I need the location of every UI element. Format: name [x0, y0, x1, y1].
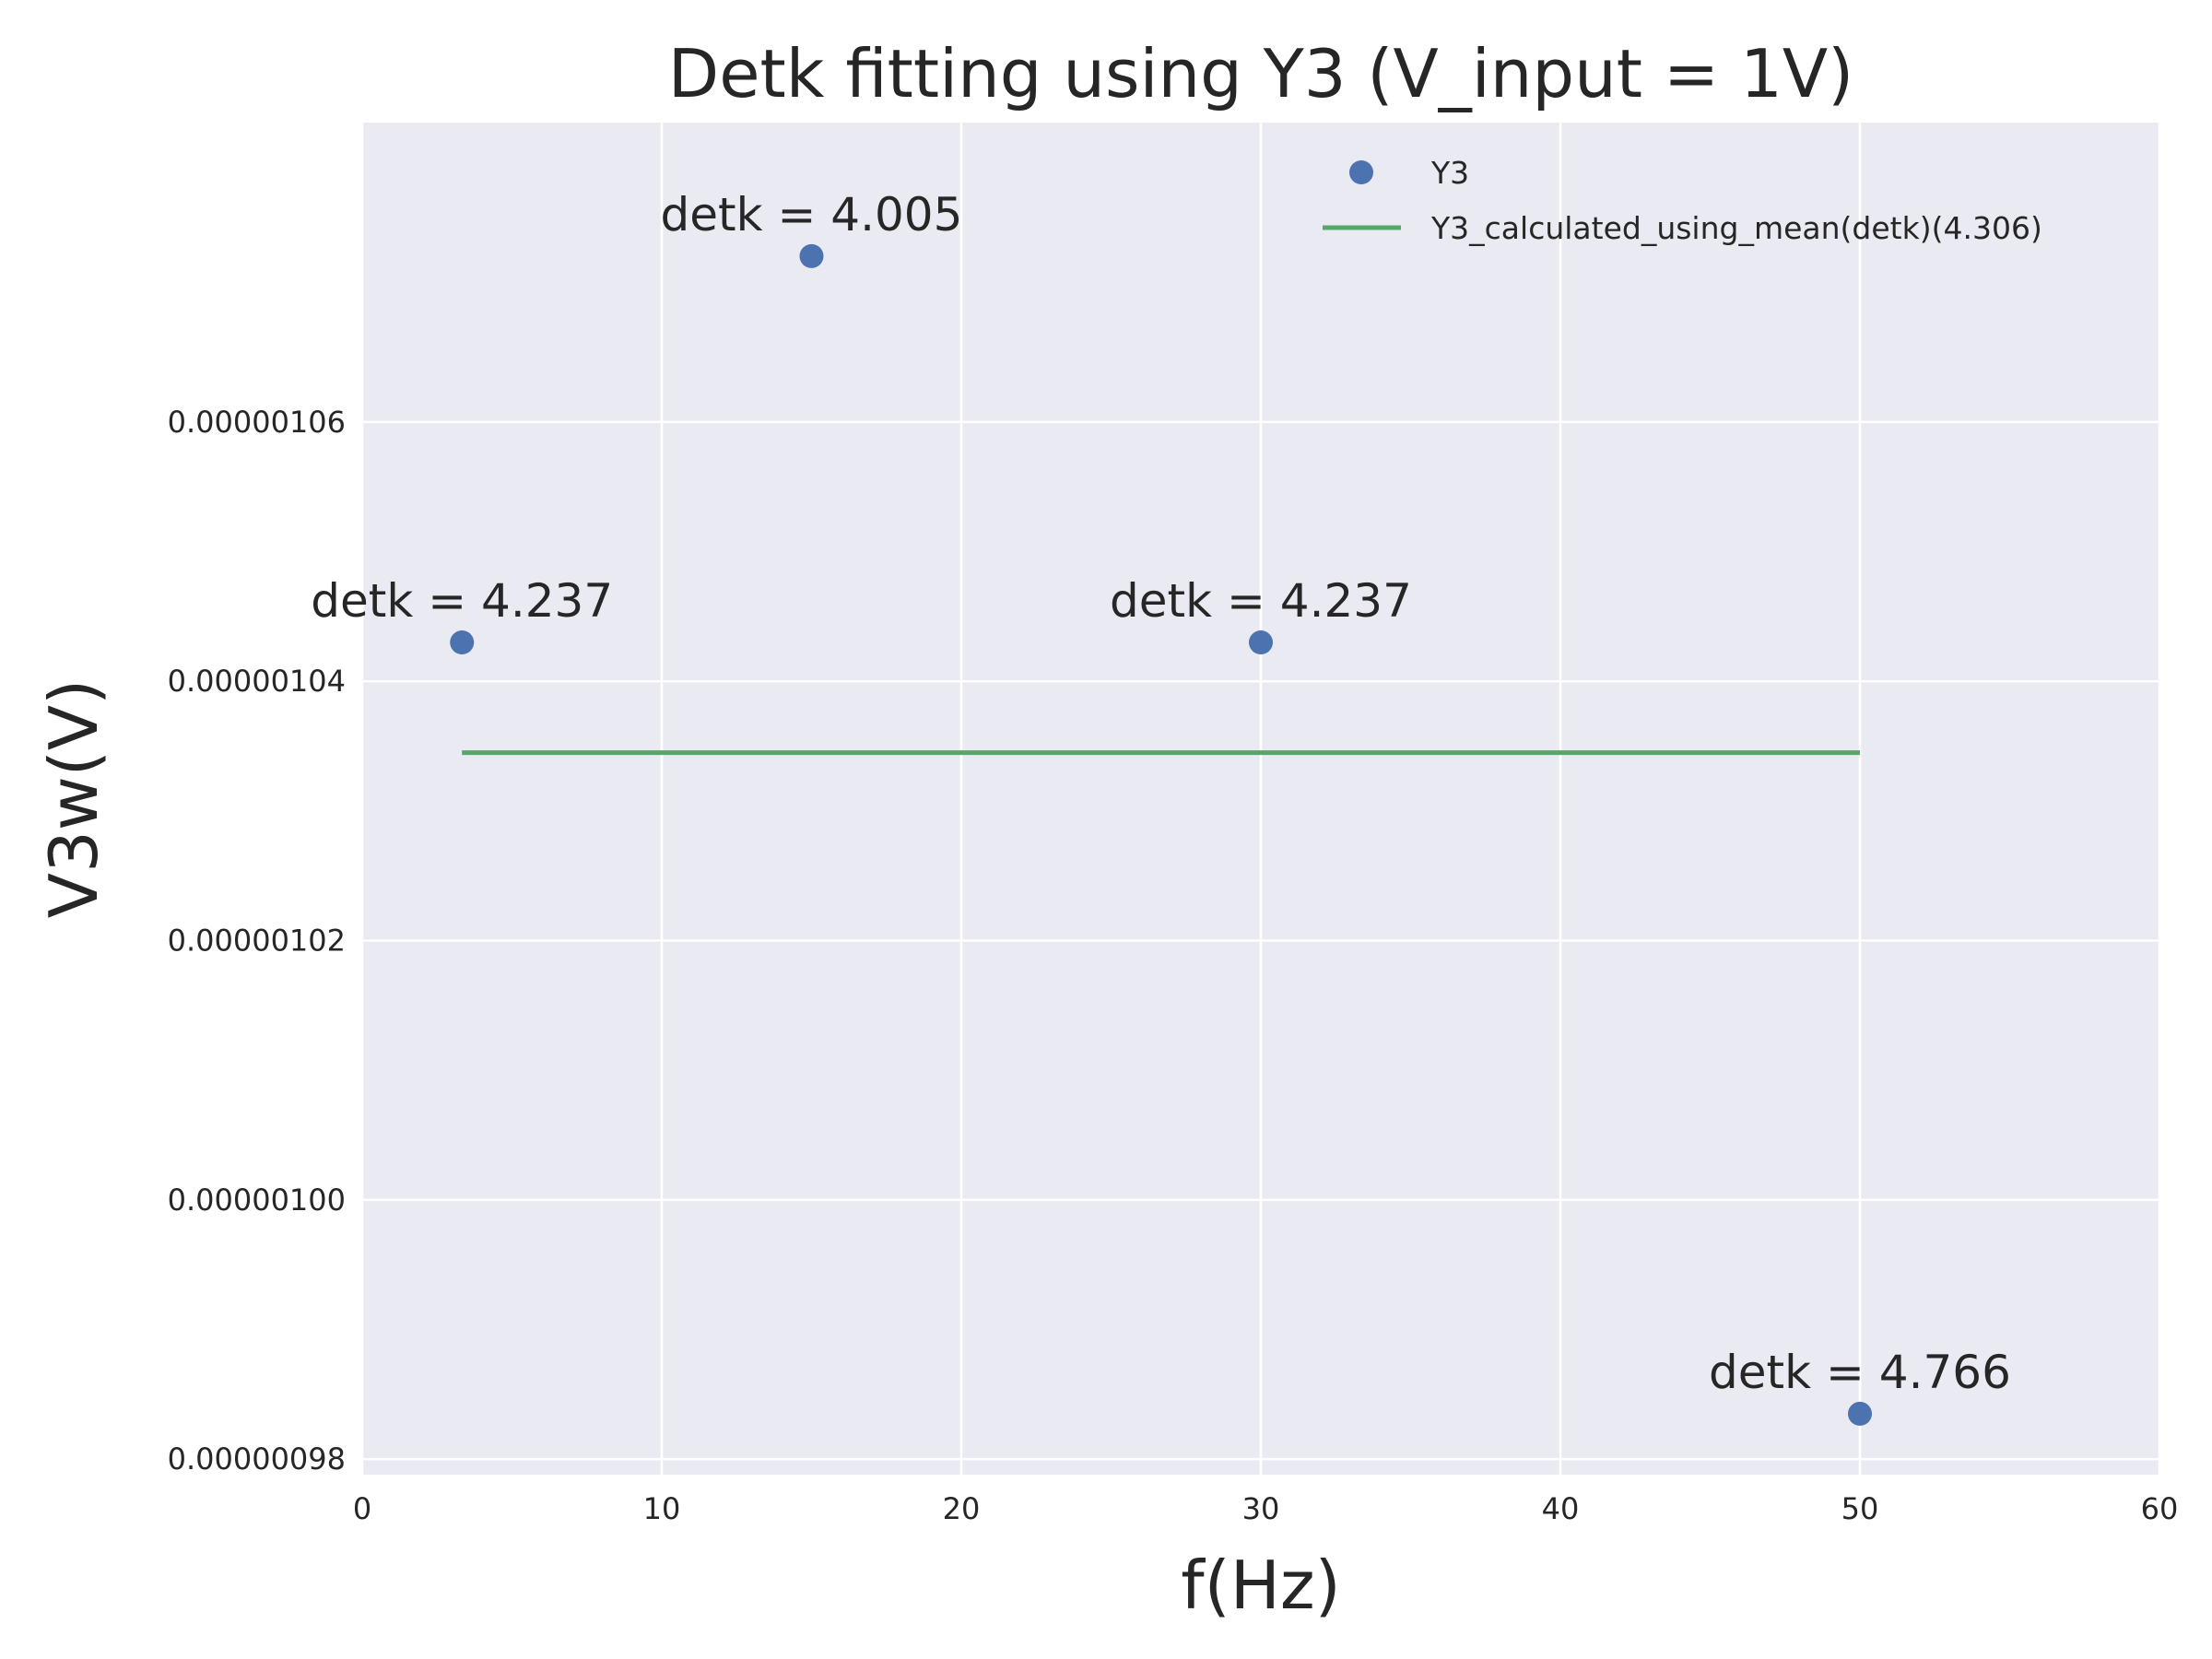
x-axis-title: f(Hz) — [1181, 1547, 1340, 1624]
y-tick-label: 0.00000100 — [168, 1182, 346, 1218]
point-annotation: detk = 4.766 — [1709, 1346, 2011, 1399]
y-tick-label: 0.00000106 — [168, 405, 346, 440]
x-tick-label: 0 — [353, 1491, 371, 1526]
x-tick-label: 10 — [643, 1491, 681, 1526]
legend-label: Y3 — [1430, 155, 1469, 191]
data-point — [799, 243, 824, 268]
x-tick-label: 40 — [1542, 1491, 1580, 1526]
y-tick-labels: 0.00000098 0.00000100 0.00000102 0.00000104… — [168, 405, 346, 1477]
point-annotation: detk = 4.237 — [311, 574, 613, 628]
x-tick-label: 50 — [1841, 1491, 1879, 1526]
y-axis-title: V3w(V) — [35, 679, 112, 918]
point-annotation: detk = 4.237 — [1110, 574, 1412, 628]
grid-lines — [360, 123, 2161, 1475]
legend-label: Y3_calculated_using_mean(detk)(4.306) — [1430, 210, 2042, 246]
y-tick-label: 0.00000102 — [168, 924, 346, 959]
x-tick-label: 30 — [1242, 1491, 1280, 1526]
legend-marker — [1349, 160, 1373, 184]
series-layer — [450, 243, 1872, 1426]
data-point — [1848, 1401, 1872, 1426]
y-tick-label: 0.00000098 — [168, 1441, 346, 1477]
data-point — [450, 630, 475, 655]
x-tick-labels: 0 10 20 30 40 50 60 — [353, 1491, 2179, 1526]
data-point — [1249, 630, 1273, 655]
point-annotation: detk = 4.005 — [661, 188, 963, 241]
x-tick-label: 60 — [2141, 1491, 2179, 1526]
x-tick-label: 20 — [943, 1491, 981, 1526]
chart-title: Detk fitting using Y3 (V_input = 1V) — [668, 35, 1853, 112]
y-tick-label: 0.00000104 — [168, 664, 346, 699]
legend: Y3 Y3_calculated_using_mean(detk)(4.306) — [1323, 155, 2042, 246]
annotations: detk = 4.237 detk = 4.005 detk = 4.237 detk… — [311, 188, 2011, 1399]
